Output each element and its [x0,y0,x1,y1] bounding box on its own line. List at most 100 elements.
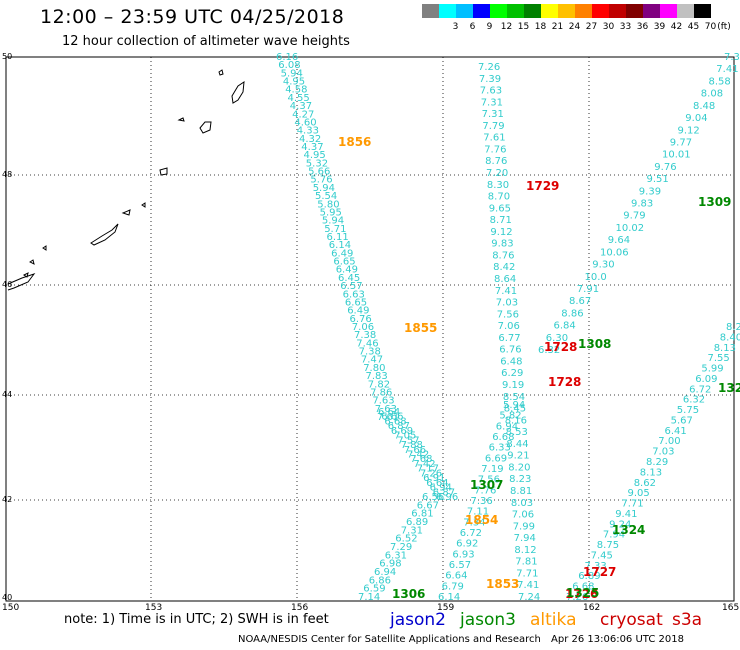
page-title: 12:00 – 23:59 UTC 04/25/2018 [40,6,345,28]
lon-label-159: 159 [437,603,455,613]
wave-height-label: 7.41 [517,580,539,591]
wave-height-label: 6.94 [374,567,396,578]
lat-label-48: 48 [2,170,13,179]
legend-swatch [456,4,473,18]
wave-height-label: 5.95 [320,208,342,219]
wave-height-label: 8.76 [485,156,507,167]
wave-height-label: 7.81 [515,557,537,568]
coastline-kuril-islands [7,69,245,291]
wave-height-label: 6.64 [378,407,400,418]
wave-height-label: 6.33 [489,443,511,454]
wave-height-label: 6.59 [363,584,385,595]
wave-height-label: 6.14 [438,592,460,603]
wave-height-label: 1855 [404,321,437,335]
wave-height-label: 7.17 [417,464,439,475]
wave-height-label: 8.08 [701,89,723,100]
legend-label: 15 [517,22,530,32]
wave-height-label: 7.26 [478,62,500,73]
satellite-label-cryosat: cryosat [600,610,663,630]
wave-height-label: 6.76 [350,314,372,325]
wave-height-label: 7.38 [354,330,376,341]
wave-height-label: 6.86 [369,575,391,586]
wave-height-label: 7.61 [483,133,505,144]
wave-height-label: 6.14 [329,240,351,251]
wave-height-label: 8.16 [505,415,527,426]
wave-height-label: 7.79 [482,121,504,132]
wave-height-label: 4.37 [290,101,312,112]
wave-height-label: 7.00 [658,436,680,447]
legend-swatch [626,4,643,18]
lon-label-162: 162 [583,603,601,613]
wave-height-label: 7.63 [480,86,502,97]
wave-height-label: 6.11 [327,232,349,243]
wave-height-label: 6.32 [538,345,560,356]
wave-height-label: 6.41 [665,426,687,437]
wave-height-label: 6.79 [442,581,464,592]
wave-height-label: 7.03 [496,298,518,309]
legend-label: 9 [486,22,493,32]
lat-label-44: 44 [2,390,13,399]
lat-label-42: 42 [2,495,13,504]
wave-height-label: 7.94 [514,533,536,544]
wave-height-label: 7.03 [652,447,674,458]
wave-height-label: 7.32 [724,52,740,63]
legend-swatch [541,4,558,18]
wave-height-label: 7.91 [577,284,599,295]
satellite-label-jason3: jason3 [460,610,516,630]
wave-height-label: 1729 [526,179,559,193]
wave-height-label: 5.99 [701,364,723,375]
wave-height-label: 7.71 [621,499,643,510]
wave-height-label: 5.94 [322,216,344,227]
wave-height-label: 9.05 [628,488,650,499]
wave-height-label: 7.56 [497,309,519,320]
wave-height-label: 6.89 [578,571,600,582]
wave-height-label: 7.06 [512,510,534,521]
wave-height-label: 6.32 [683,395,705,406]
footer-note: note: 1) Time is in UTC; 2) SWH is in fe… [64,612,329,627]
legend-label: 36 [636,22,649,32]
wave-height-label: 6.94 [430,483,452,494]
wave-height-label: 4.58 [285,85,307,96]
wave-height-label: 6.94 [496,421,518,432]
wave-height-label: 132 [718,381,740,395]
wave-height-label: 6.29 [501,368,523,379]
wave-height-label: 6.49 [336,265,358,276]
legend-swatch [524,4,541,18]
wave-height-label: 7.41 [716,64,738,75]
wave-height-label: 8.45 [504,404,526,415]
wave-height-label: 7.46 [356,338,378,349]
wave-height-label: 6.68 [492,432,514,443]
legend-swatch [507,4,524,18]
wave-height-label: 8.20 [508,462,530,473]
legend-swatch [473,4,490,18]
satellite-label-altika: altika [530,610,577,630]
lon-label-156: 156 [291,603,309,613]
wave-height-label: 1727 [583,565,616,579]
lat-label-40: 40 [2,593,13,602]
wave-height-label: 5.82 [499,411,521,422]
lon-label-150: 150 [2,603,20,613]
wave-height-label: 1728 [544,340,577,354]
wave-height-label: 6.52 [395,534,417,545]
wave-height-label: 6.87 [388,421,410,432]
wave-height-label: 6.72 [460,528,482,539]
wave-height-label: 6.64 [445,571,467,582]
wave-height-label: 8.67 [569,296,591,307]
wave-height-label: 7.20 [486,168,508,179]
legend-swatch [422,4,439,18]
wave-height-label: 9.83 [631,199,653,210]
satellite-label-jason2: jason2 [390,610,446,630]
wave-height-label: 6.66 [381,412,403,423]
wave-height-label: 6.57 [340,281,362,292]
wave-height-label: 6.96 [436,492,458,503]
wave-height-label: 5.71 [324,224,346,235]
wave-height-label: 7.26 [420,468,442,479]
wave-height-label: 6.16 [276,52,298,63]
wave-height-label: 8.81 [510,486,532,497]
wave-height-label: 7.26 [566,592,588,603]
wave-height-label: 7.05 [394,431,416,442]
wave-height-label: 8.86 [561,308,583,319]
wave-height-label: 7.56 [478,475,500,486]
wave-height-label: 8.40 [720,332,740,343]
wave-height-label: 9.76 [654,162,676,173]
